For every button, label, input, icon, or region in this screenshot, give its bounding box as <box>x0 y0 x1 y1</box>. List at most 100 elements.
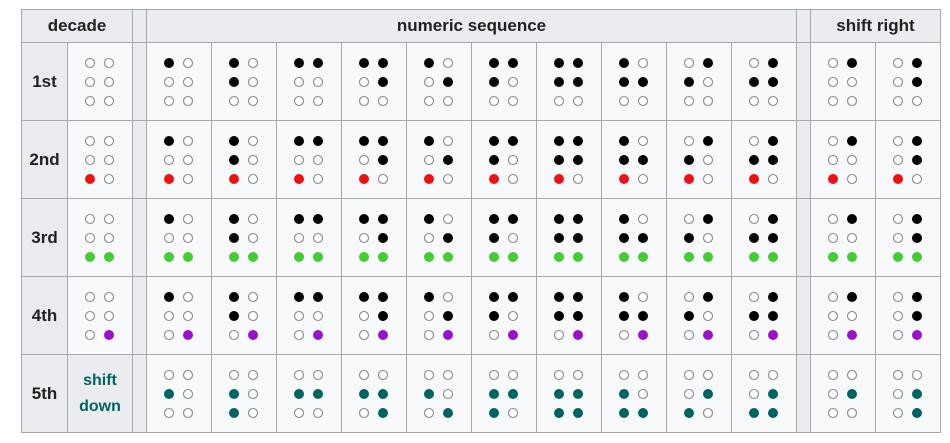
empty-dot-1 <box>358 369 370 380</box>
empty-dot-3 <box>553 329 565 340</box>
empty-dot-5 <box>507 232 519 243</box>
braille-cell-graphic <box>683 135 714 184</box>
raised-dot-5 <box>378 154 388 165</box>
numeric-braille-cell <box>406 120 472 199</box>
empty-dot-3 <box>827 407 839 418</box>
raised-dot-5 <box>378 388 388 399</box>
empty-dot-3 <box>163 407 175 418</box>
empty-dot-4 <box>702 369 714 380</box>
braille-cell-graphic <box>163 135 194 184</box>
raised-dot-1 <box>619 57 629 68</box>
decade-marker-cell <box>67 120 133 199</box>
raised-dot-1 <box>229 291 239 302</box>
column-gap <box>796 354 811 433</box>
shift-right-braille-cell <box>875 354 941 433</box>
empty-dot-5 <box>312 232 324 243</box>
marker-dot-3 <box>893 251 903 262</box>
braille-cell-graphic <box>827 135 858 184</box>
numeric-braille-cell <box>601 42 667 121</box>
raised-dot-3 <box>554 407 564 418</box>
empty-dot-4 <box>377 369 389 380</box>
numeric-braille-cell <box>211 198 277 277</box>
empty-dot-2 <box>358 232 370 243</box>
empty-dot-6 <box>247 407 259 418</box>
braille-cell-graphic <box>827 291 858 340</box>
raised-dot-1 <box>554 135 564 146</box>
raised-dot-4 <box>847 213 857 224</box>
column-gap <box>132 354 147 433</box>
empty-dot-2 <box>423 232 435 243</box>
numeric-braille-cell <box>471 198 537 277</box>
marker-dot-3 <box>489 173 499 184</box>
empty-dot-6 <box>312 407 324 418</box>
marker-dot-6 <box>638 251 648 262</box>
raised-dot-1 <box>359 213 369 224</box>
empty-dot-5 <box>702 76 714 87</box>
empty-dot-1 <box>423 369 435 380</box>
numeric-braille-cell <box>406 354 472 433</box>
empty-dot-3 <box>84 95 96 106</box>
empty-dot-6 <box>702 95 714 106</box>
empty-dot-2 <box>358 154 370 165</box>
empty-dot-1 <box>84 213 96 224</box>
numeric-braille-cell <box>666 120 732 199</box>
empty-dot-4 <box>182 369 194 380</box>
braille-cell-graphic <box>423 135 454 184</box>
marker-dot-6 <box>508 329 518 340</box>
braille-cell-graphic <box>423 369 454 418</box>
empty-dot-2 <box>84 310 96 321</box>
numeric-braille-cell <box>406 276 472 355</box>
header-row: decade numeric sequence shift right <box>21 9 941 43</box>
raised-dot-2 <box>489 154 499 165</box>
raised-dot-5 <box>638 154 648 165</box>
empty-dot-1 <box>892 57 904 68</box>
numeric-braille-cell <box>276 354 342 433</box>
empty-dot-6 <box>182 407 194 418</box>
marker-dot-3 <box>85 173 95 184</box>
empty-dot-4 <box>103 291 115 302</box>
raised-dot-5 <box>378 310 388 321</box>
numeric-braille-cell <box>666 198 732 277</box>
raised-dot-1 <box>229 213 239 224</box>
shift-right-braille-cell <box>810 42 876 121</box>
raised-dot-1 <box>489 213 499 224</box>
raised-dot-5 <box>378 76 388 87</box>
empty-dot-2 <box>293 232 305 243</box>
empty-dot-1 <box>748 369 760 380</box>
raised-dot-2 <box>489 76 499 87</box>
decade-label: 3rd <box>21 198 68 277</box>
marker-dot-6 <box>378 251 388 262</box>
empty-dot-3 <box>228 329 240 340</box>
marker-dot-3 <box>164 173 174 184</box>
braille-cell-graphic <box>488 291 519 340</box>
empty-dot-2 <box>827 154 839 165</box>
braille-cell-graphic <box>489 213 519 262</box>
empty-dot-6 <box>182 95 194 106</box>
braille-cell-graphic <box>618 291 649 340</box>
empty-dot-3 <box>423 95 435 106</box>
shift-down-label-line-1: shift <box>83 371 117 389</box>
raised-dot-1 <box>619 135 629 146</box>
empty-dot-5 <box>247 388 259 399</box>
raised-dot-4 <box>703 135 713 146</box>
numeric-braille-cell <box>536 42 602 121</box>
numeric-braille-cell <box>276 120 342 199</box>
raised-dot-4 <box>573 291 583 302</box>
raised-dot-3 <box>619 407 629 418</box>
empty-dot-1 <box>892 135 904 146</box>
empty-dot-1 <box>618 369 630 380</box>
braille-cell-graphic <box>293 135 324 184</box>
empty-dot-4 <box>637 213 649 224</box>
marker-dot-6 <box>703 251 713 262</box>
raised-dot-4 <box>508 213 518 224</box>
raised-dot-1 <box>619 213 629 224</box>
raised-dot-6 <box>573 407 583 418</box>
shift-right-braille-cell <box>875 198 941 277</box>
braille-cell-graphic <box>683 369 714 418</box>
empty-dot-4 <box>312 369 324 380</box>
decade-row: 2nd <box>21 120 941 199</box>
braille-cell-graphic <box>84 135 115 184</box>
empty-dot-1 <box>827 57 839 68</box>
decade-row: 5th shift down <box>21 354 941 433</box>
marker-dot-3 <box>489 251 499 262</box>
